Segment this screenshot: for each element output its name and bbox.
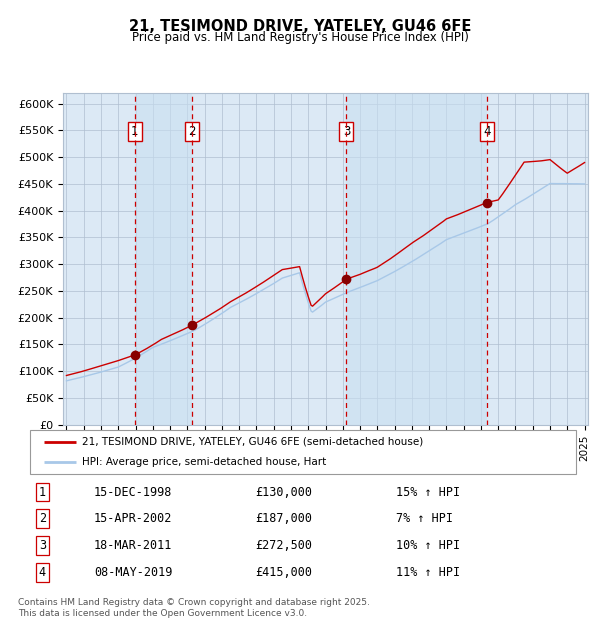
Text: 18-MAR-2011: 18-MAR-2011 [94, 539, 173, 552]
Text: 10% ↑ HPI: 10% ↑ HPI [396, 539, 460, 552]
Text: £415,000: £415,000 [255, 566, 312, 579]
Text: 4: 4 [484, 125, 491, 138]
Bar [135, 93, 193, 425]
Text: 4: 4 [38, 566, 46, 579]
Text: HPI: Average price, semi-detached house, Hart: HPI: Average price, semi-detached house,… [82, 457, 326, 467]
Text: £272,500: £272,500 [255, 539, 312, 552]
Text: Price paid vs. HM Land Registry's House Price Index (HPI): Price paid vs. HM Land Registry's House … [131, 31, 469, 44]
Text: 08-MAY-2019: 08-MAY-2019 [94, 566, 173, 579]
FancyBboxPatch shape [30, 430, 576, 474]
Text: 2: 2 [188, 125, 196, 138]
Text: 1: 1 [38, 485, 46, 498]
Bar [346, 93, 487, 425]
Text: 7% ↑ HPI: 7% ↑ HPI [396, 512, 453, 525]
Text: 11% ↑ HPI: 11% ↑ HPI [396, 566, 460, 579]
Text: 15-DEC-1998: 15-DEC-1998 [94, 485, 173, 498]
Text: 15-APR-2002: 15-APR-2002 [94, 512, 173, 525]
Text: 3: 3 [343, 125, 350, 138]
Text: 2: 2 [38, 512, 46, 525]
Text: Contains HM Land Registry data © Crown copyright and database right 2025.
This d: Contains HM Land Registry data © Crown c… [18, 598, 370, 618]
Text: 15% ↑ HPI: 15% ↑ HPI [396, 485, 460, 498]
Text: 21, TESIMOND DRIVE, YATELEY, GU46 6FE: 21, TESIMOND DRIVE, YATELEY, GU46 6FE [129, 19, 471, 33]
Text: 3: 3 [38, 539, 46, 552]
Text: £130,000: £130,000 [255, 485, 312, 498]
Text: 1: 1 [131, 125, 139, 138]
Text: 21, TESIMOND DRIVE, YATELEY, GU46 6FE (semi-detached house): 21, TESIMOND DRIVE, YATELEY, GU46 6FE (s… [82, 436, 423, 447]
Text: £187,000: £187,000 [255, 512, 312, 525]
